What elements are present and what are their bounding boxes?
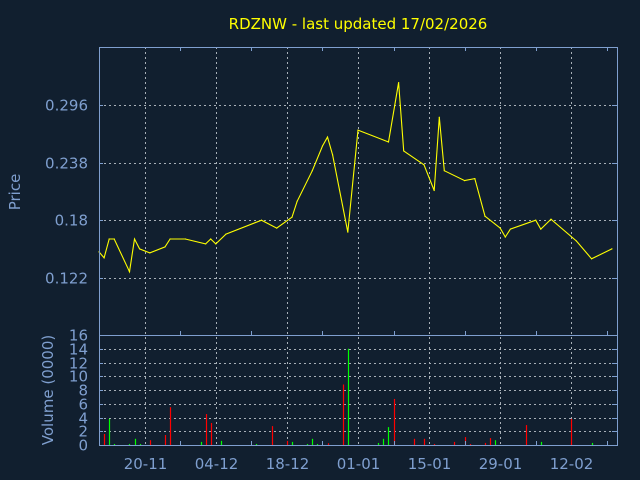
price-point <box>387 141 390 143</box>
price-point <box>139 248 141 250</box>
volume-bars <box>103 348 594 445</box>
price-tick-label: 0.18 <box>55 212 88 230</box>
price-point <box>291 216 293 218</box>
price-point <box>205 243 207 245</box>
price-point <box>591 258 593 260</box>
price-point <box>575 240 577 242</box>
price-point <box>128 271 131 273</box>
price-point <box>260 219 263 221</box>
price-point <box>347 231 349 233</box>
price-point <box>540 228 542 230</box>
price-point <box>215 243 217 245</box>
price-point <box>133 238 136 240</box>
volume-plot-frame <box>99 335 618 446</box>
price-point <box>443 170 445 172</box>
price-point <box>311 170 313 172</box>
price-point <box>108 238 110 240</box>
price-point <box>550 218 552 220</box>
price-axis-label: Price <box>6 174 24 211</box>
price-point <box>499 227 501 229</box>
volume-tick-label: 14 <box>69 341 88 359</box>
price-point <box>423 164 425 166</box>
price-point <box>474 178 476 180</box>
gridlines <box>99 47 617 445</box>
price-series <box>98 82 613 274</box>
volume-tick-label: 10 <box>69 368 88 386</box>
price-point <box>276 227 278 229</box>
price-point <box>403 150 405 152</box>
price-point <box>504 236 506 238</box>
price-point <box>464 180 466 182</box>
volume-tick-label: 0 <box>78 437 88 455</box>
volume-tick-label: 12 <box>69 355 88 373</box>
price-point <box>326 136 329 138</box>
price-point <box>184 238 186 240</box>
price-line <box>98 82 613 274</box>
volume-tick-label: 6 <box>78 396 88 414</box>
date-tick-label: 01-01 <box>337 455 381 473</box>
price-point <box>225 233 227 235</box>
price-tick-label: 0.238 <box>45 155 88 173</box>
date-tick-label: 15-01 <box>408 455 452 473</box>
price-point <box>357 129 359 131</box>
date-tick-label: 04-12 <box>195 455 239 473</box>
chart-title: RDZNW - last updated 17/02/2026 <box>229 15 488 33</box>
price-point <box>398 82 400 84</box>
price-point <box>103 257 105 259</box>
price-point <box>535 219 537 221</box>
price-point <box>169 238 171 240</box>
price-point <box>149 252 151 254</box>
price-point <box>433 189 435 192</box>
date-tick-label: 20-11 <box>124 455 168 473</box>
price-point <box>438 116 440 118</box>
price-tick-label: 0.122 <box>45 270 88 288</box>
date-tick-label: 18-12 <box>266 455 310 473</box>
volume-tick-label: 4 <box>78 410 88 428</box>
axes <box>99 47 618 446</box>
price-point <box>113 238 115 240</box>
price-point <box>321 145 324 147</box>
price-point <box>484 215 486 217</box>
volume-tick-label: 8 <box>78 382 88 400</box>
price-tick-label: 0.296 <box>45 97 88 115</box>
price-point <box>611 248 613 250</box>
date-tick-label: 12-02 <box>550 455 594 473</box>
volume-axis-label: Volume (0000) <box>39 335 57 445</box>
price-point <box>164 246 166 248</box>
price-point <box>296 200 298 202</box>
price-point <box>210 238 212 240</box>
price-point <box>509 228 511 230</box>
volume-tick-label: 2 <box>78 423 88 441</box>
price-point <box>332 154 334 156</box>
volume-tick-label: 16 <box>69 327 88 345</box>
date-tick-label: 29-01 <box>479 455 523 473</box>
